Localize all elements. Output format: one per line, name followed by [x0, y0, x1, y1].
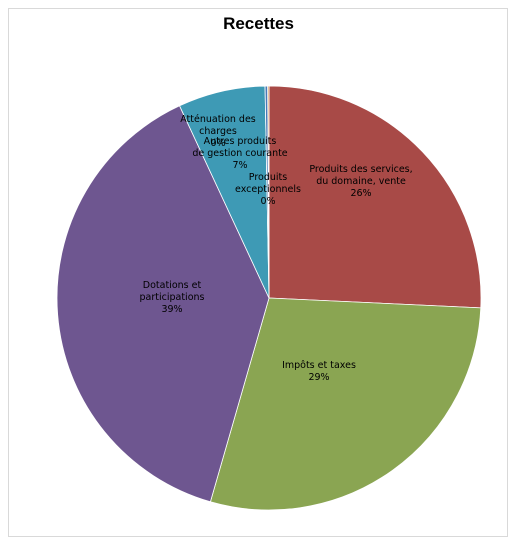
slice-label-3: Autres produits de gestion courante 7% — [192, 136, 287, 171]
pie-slice-5 — [267, 85, 270, 299]
slice-label-5: Produits exceptionnels 0% — [235, 172, 301, 207]
pie-slice-1 — [209, 297, 482, 511]
pie-slice-2 — [56, 105, 270, 503]
slice-label-4: Atténuation des charges 0% — [180, 114, 256, 149]
slice-label-0: Produits des services, du domaine, vente 2… — [309, 164, 412, 199]
slice-label-2: Dotations et participations 39% — [140, 280, 205, 315]
pie-slice-0 — [268, 85, 482, 309]
slice-label-1: Impôts et taxes 29% — [282, 360, 356, 383]
chart-title: Recettes — [223, 14, 294, 33]
